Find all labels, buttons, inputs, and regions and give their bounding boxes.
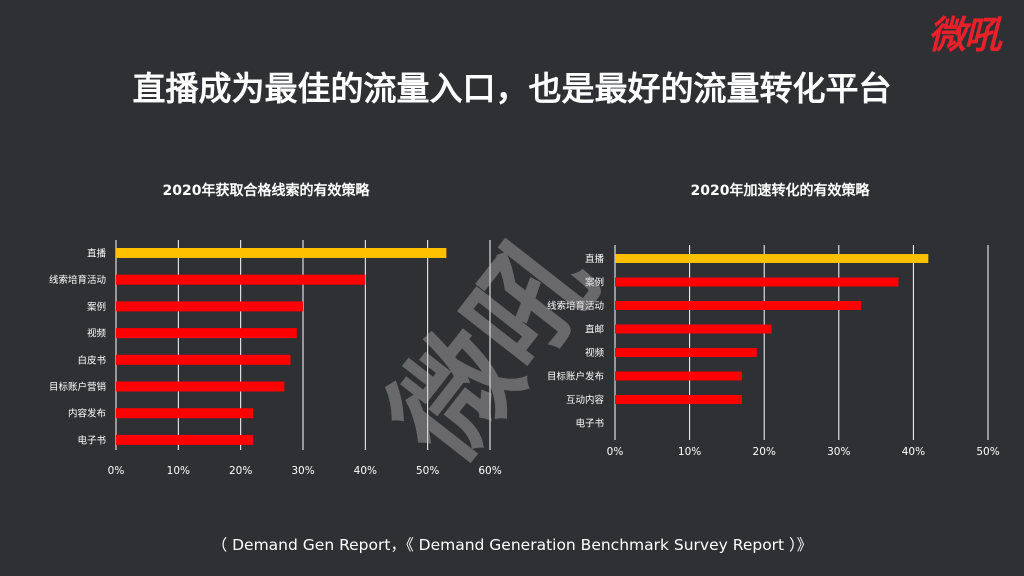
bar	[116, 301, 303, 312]
category-label: 案例	[87, 301, 106, 313]
bar	[116, 248, 447, 258]
category-label: 视频	[585, 347, 605, 359]
category-label: 案例	[585, 277, 604, 289]
category-label: 电子书	[77, 434, 106, 446]
x-tick-label: 40%	[902, 446, 925, 458]
category-label: 视频	[87, 328, 107, 340]
category-label: 线索培育活动	[547, 300, 604, 312]
category-label: 目标账户营销	[49, 381, 107, 393]
category-label: 白皮书	[77, 354, 106, 366]
bar	[615, 254, 929, 263]
x-tick-label: 20%	[753, 446, 776, 458]
bar	[615, 277, 899, 287]
x-tick-label: 0%	[607, 446, 624, 458]
category-label: 目标账户发布	[547, 371, 604, 383]
category-label: 互动内容	[566, 394, 605, 406]
chart-title-conversion: 2020年加速转化的有效策略	[690, 183, 870, 199]
bar	[615, 395, 742, 404]
page-title: 直播成为最佳的流量入口，也是最好的流量转化平台	[132, 69, 892, 108]
bar	[116, 408, 254, 419]
bar	[615, 371, 742, 381]
x-tick-label: 40%	[354, 465, 377, 477]
x-tick-label: 60%	[478, 465, 501, 477]
category-label: 电子书	[575, 418, 604, 430]
x-tick-label: 50%	[976, 446, 999, 458]
x-tick-label: 30%	[827, 446, 850, 458]
x-tick-label: 30%	[291, 465, 314, 477]
category-label: 直邮	[585, 324, 605, 336]
category-label: 线索培育活动	[49, 274, 106, 286]
bar	[116, 434, 254, 445]
x-tick-label: 0%	[108, 465, 125, 477]
bar	[116, 328, 297, 339]
category-label: 直播	[87, 248, 107, 260]
x-tick-label: 50%	[416, 465, 439, 477]
bar	[116, 381, 285, 392]
bar	[116, 354, 291, 365]
source-footer: （ Demand Gen Report，《 Demand Generation …	[211, 536, 813, 554]
chart-title-leads: 2020年获取合格线索的有效策略	[162, 183, 370, 199]
x-tick-label: 20%	[229, 465, 252, 477]
x-tick-label: 10%	[678, 446, 701, 458]
brand-logo: 微吼	[928, 13, 1002, 57]
category-label: 直播	[585, 253, 605, 265]
category-label: 内容发布	[68, 408, 106, 420]
x-tick-label: 10%	[167, 465, 190, 477]
bar	[615, 348, 757, 357]
bar	[116, 274, 366, 285]
bar	[615, 301, 862, 310]
bar	[615, 324, 772, 334]
